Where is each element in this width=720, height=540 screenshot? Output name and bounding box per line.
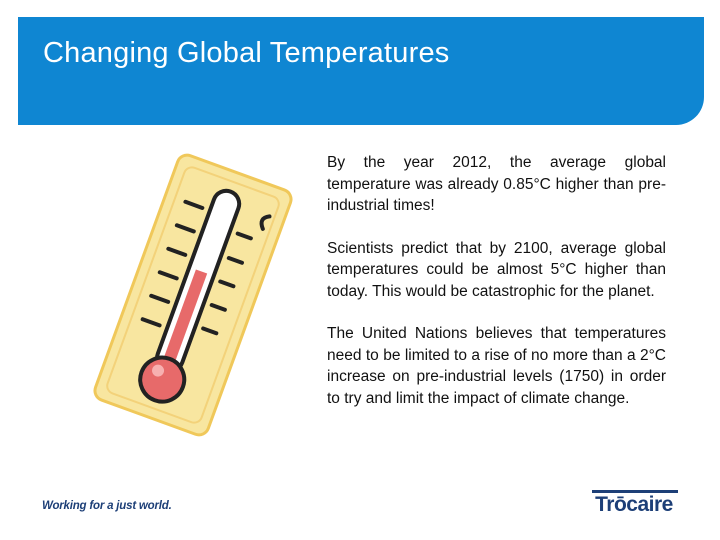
trocaire-logo: Trōcaire <box>588 490 680 520</box>
slide-title: Changing Global Temperatures <box>43 37 450 69</box>
footer-tagline: Working for a just world. <box>42 500 172 512</box>
paragraph-2: Scientists predict that by 2100, average… <box>327 239 666 300</box>
slide-body: By the year 2012, the average global tem… <box>327 152 666 430</box>
paragraph-3: The United Nations believes that tempera… <box>327 325 666 407</box>
thermometer-icon <box>93 153 293 437</box>
logo-rule <box>592 490 678 493</box>
paragraph-1: By the year 2012, the average global tem… <box>327 154 666 214</box>
logo-text: Trōcaire <box>595 493 673 516</box>
title-banner: Changing Global Temperatures <box>18 17 704 125</box>
